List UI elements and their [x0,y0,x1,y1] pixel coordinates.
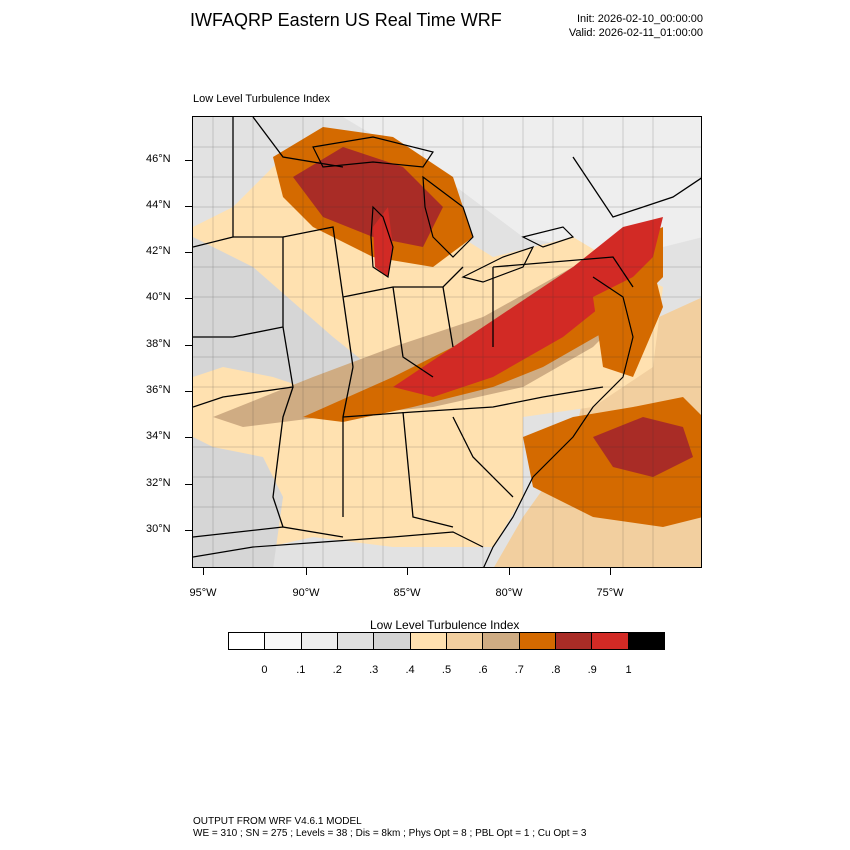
lon-tick [610,568,611,575]
lon-tick [203,568,204,575]
colorbar-label: .8 [551,664,561,676]
lat-tick [185,345,192,346]
colorbar-label: 0 [261,664,268,676]
lon-tick [306,568,307,575]
colorbar-swatch [555,633,593,649]
lat-label: 32°N [146,477,171,489]
state-boundaries [193,117,701,538]
colorbar-label: 1 [625,664,632,676]
colorbar-label: .1 [296,664,306,676]
upper-midwest-red [293,147,443,247]
colorbar-label: .9 [587,664,597,676]
lon-label: 95°W [189,587,217,599]
colorbar-swatch [374,633,411,649]
colorbar-swatch [410,633,447,649]
model-info-line1: OUTPUT FROM WRF V4.6.1 MODEL [193,816,362,827]
model-info-line2: WE = 310 ; SN = 275 ; Levels = 38 ; Dis … [193,828,587,839]
colorbar-swatch [446,633,484,649]
lon-label: 75°W [596,587,624,599]
valid-time: Valid: 2026-02-11_01:00:00 [568,27,703,39]
colorbar-label: .3 [369,664,379,676]
lat-tick [185,206,192,207]
turbulence-map [193,117,701,567]
colorbar-label: .5 [441,664,452,676]
colorbar-swatch [229,633,266,649]
lat-label: 36°N [146,384,171,396]
lat-label: 30°N [146,523,171,535]
colorbar-label: .7 [514,664,524,676]
lat-tick [185,298,192,299]
gulf-coastline [193,531,484,558]
lat-tick [185,437,192,438]
lat-tick [185,160,192,161]
colorbar-swatch [628,633,664,649]
colorbar-label: .6 [478,664,488,676]
lat-label: 38°N [146,338,171,350]
east-coast-orange [593,267,663,377]
lat-label: 42°N [146,245,171,257]
lon-label: 80°W [495,587,523,599]
lat-label: 44°N [146,199,171,211]
north-light-zone [193,117,701,257]
colorbar-swatch [301,633,338,649]
lat-label: 34°N [146,430,171,442]
colorbar-swatch [592,633,629,649]
great-lakes [312,136,575,283]
colorbar-swatch [519,633,556,649]
lon-tick [407,568,408,575]
colorbar-swatch [337,633,375,649]
lat-tick [185,530,192,531]
red-core-appalachian [393,217,663,397]
east-coastline [483,276,634,567]
lat-label: 40°N [146,291,171,303]
lon-tick [509,568,510,575]
colorbar-swatch [265,633,302,649]
plot-title: IWFAQRP Eastern US Real Time WRF [190,10,502,30]
lat-tick [185,484,192,485]
colorbar-swatch [483,633,520,649]
county-boundaries [193,117,701,567]
colorbar [228,632,665,650]
lat-tick [185,252,192,253]
map-panel [192,116,702,568]
init-time: Init: 2026-02-10_00:00:00 [577,13,703,25]
lat-tick [185,391,192,392]
colorbar-title: Low Level Turbulence Index [370,618,520,632]
field-label: Low Level Turbulence Index [193,93,330,105]
lat-label: 46°N [146,153,171,165]
lon-label: 85°W [393,587,421,599]
lon-label: 90°W [292,587,320,599]
colorbar-label: .2 [332,664,342,676]
colorbar-label: .4 [405,664,415,676]
